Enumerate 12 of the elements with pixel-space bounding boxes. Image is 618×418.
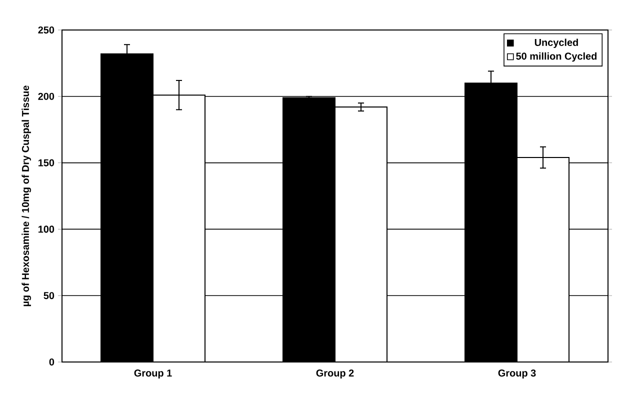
y-tick-label: 150 bbox=[38, 159, 54, 166]
y-tick-label: 200 bbox=[38, 92, 54, 100]
y-tick-label: 100 bbox=[38, 226, 54, 233]
y-tick-label: 250 bbox=[38, 26, 54, 34]
x-tick-label: Group 3 bbox=[498, 370, 536, 379]
y-axis-title: µg of Hexosamine / 10mg of Dry Cuspal Tissue bbox=[22, 86, 32, 306]
y-tick-label: 0 bbox=[49, 358, 54, 366]
legend-label: Uncycled bbox=[534, 38, 578, 48]
y-tick-label: 50 bbox=[44, 292, 54, 300]
x-tick-label: Group 2 bbox=[316, 370, 354, 379]
legend-label: 50 million Cycled bbox=[516, 52, 597, 62]
x-tick-label: Group 1 bbox=[134, 370, 172, 379]
